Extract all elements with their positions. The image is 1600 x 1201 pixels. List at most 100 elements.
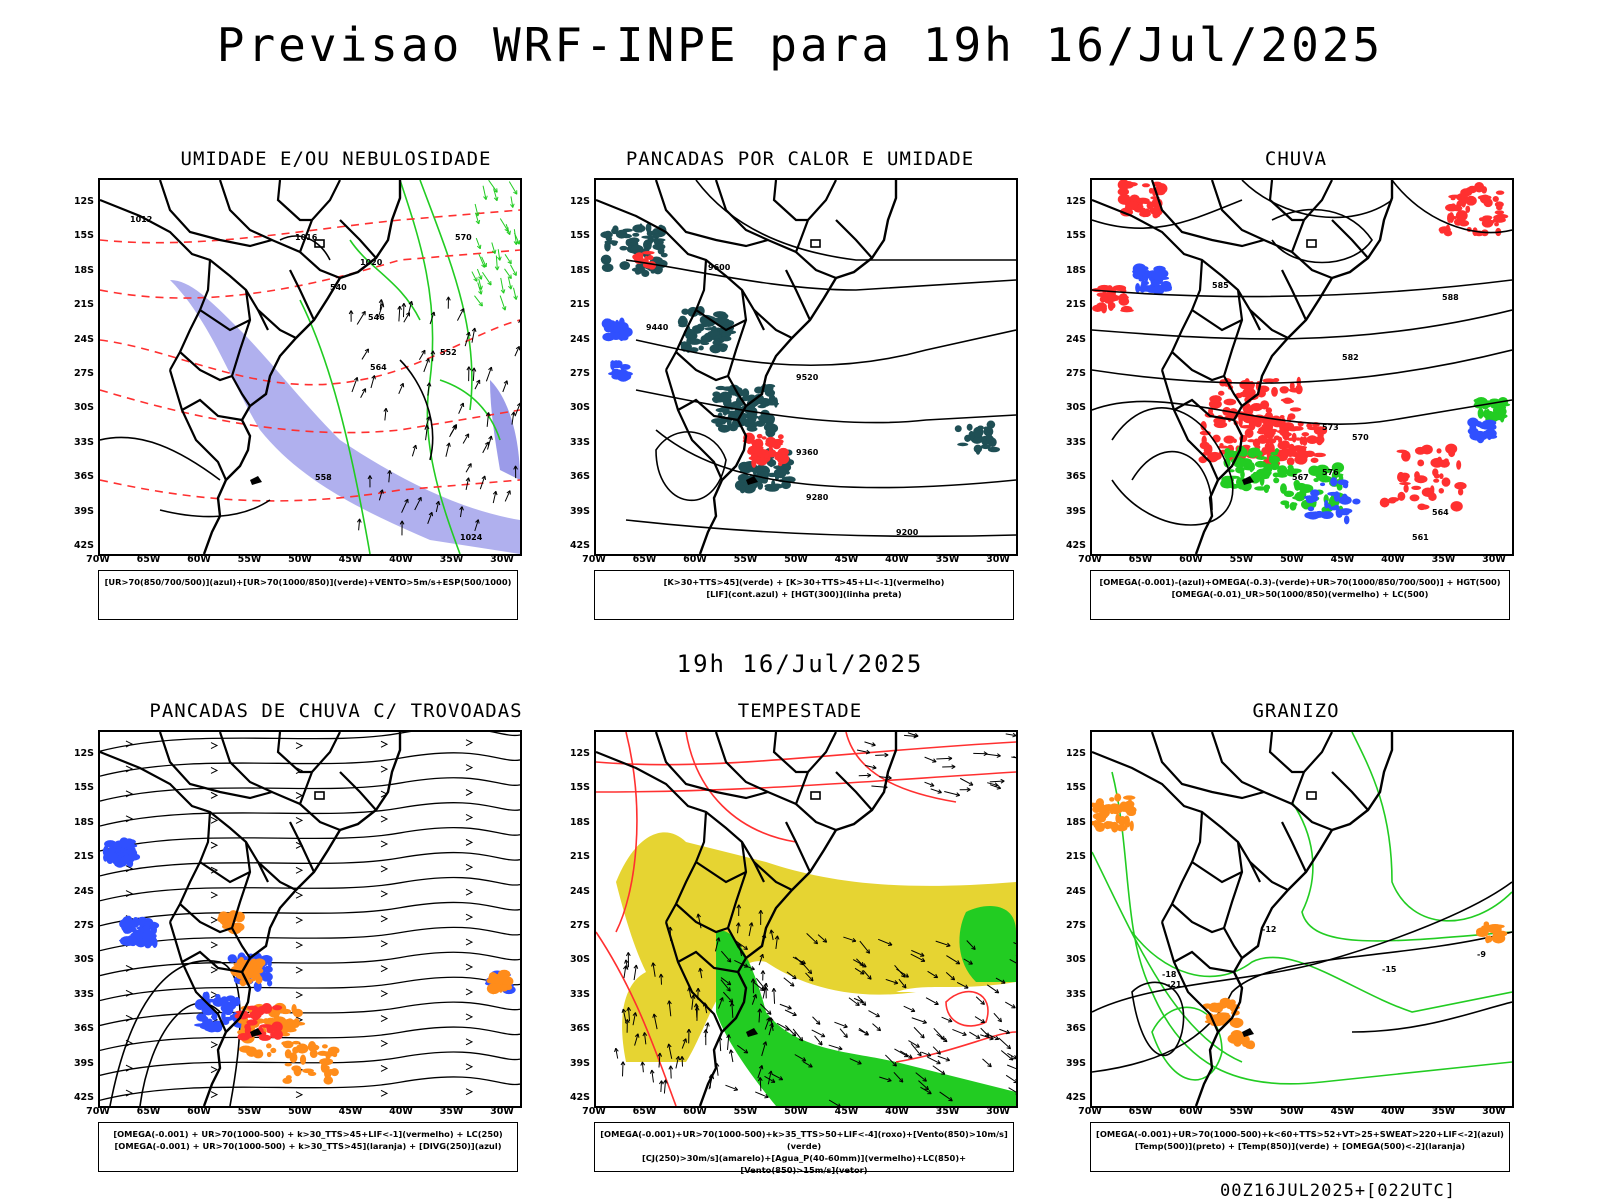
- wind-vectors: [857, 733, 1016, 797]
- contour-label: 573: [1322, 423, 1339, 432]
- longitude-label: 70W: [579, 1106, 609, 1117]
- latitude-label: 42S: [68, 1092, 94, 1103]
- longitude-label: 55W: [235, 554, 265, 565]
- latitude-label: 21S: [1060, 851, 1086, 862]
- longitude-label: 70W: [1075, 554, 1105, 565]
- latitude-label: 36S: [564, 1023, 590, 1034]
- contour-label: 9360: [796, 448, 819, 457]
- longitude-label: 65W: [1126, 554, 1156, 565]
- contour-label: 1024: [460, 533, 483, 542]
- latitude-label: 24S: [1060, 334, 1086, 345]
- contour-label: 546: [368, 313, 385, 322]
- latitude-label: 36S: [68, 1023, 94, 1034]
- contour-label: 585: [1212, 281, 1229, 290]
- latitude-label: 42S: [564, 1092, 590, 1103]
- lif-contours-blue: [602, 318, 633, 382]
- lagoon-marker: [250, 476, 262, 485]
- map-canvas: [596, 732, 1016, 1106]
- contour-label: 588: [1442, 293, 1459, 302]
- longitude-label: 50W: [1277, 1106, 1307, 1117]
- latitude-label: 39S: [564, 1058, 590, 1069]
- longitude-label: 60W: [680, 1106, 710, 1117]
- latitude-label: 15S: [1060, 230, 1086, 241]
- latitude-label: 33S: [564, 989, 590, 1000]
- longitude-label: 45W: [832, 1106, 862, 1117]
- longitude-label: 65W: [630, 554, 660, 565]
- contour-label: 552: [440, 348, 457, 357]
- latitude-label: 15S: [564, 782, 590, 793]
- latitude-label: 36S: [68, 471, 94, 482]
- latitude-label: 18S: [68, 265, 94, 276]
- legend-line: [Temp(500)](preto) + [Temp(850)](verde) …: [1091, 1140, 1509, 1152]
- lagoon-marker: [1242, 1028, 1254, 1037]
- contour-label: 570: [455, 233, 472, 242]
- longitude-label: 60W: [1176, 1106, 1206, 1117]
- panel-title: TEMPESTADE: [560, 700, 1040, 722]
- longitude-label: 35W: [1429, 554, 1459, 565]
- longitude-label: 70W: [83, 554, 113, 565]
- latitude-label: 27S: [564, 920, 590, 931]
- federal-district-marker: [811, 792, 820, 799]
- longitude-label: 55W: [731, 1106, 761, 1117]
- contour-label: 9520: [796, 373, 819, 382]
- latitude-label: 15S: [68, 230, 94, 241]
- longitude-label: 70W: [1075, 1106, 1105, 1117]
- longitude-label: 50W: [781, 1106, 811, 1117]
- latitude-label: 27S: [1060, 920, 1086, 931]
- contour-label: -15: [1382, 965, 1397, 974]
- latitude-label: 18S: [68, 817, 94, 828]
- panel-legend: [OMEGA(-0.001)+UR>70(1000-500)+k<60+TTS>…: [1090, 1122, 1510, 1172]
- longitude-label: 65W: [1126, 1106, 1156, 1117]
- latitude-label: 24S: [564, 334, 590, 345]
- panel-title: CHUVA: [1056, 148, 1536, 170]
- latitude-label: 24S: [68, 334, 94, 345]
- longitude-label: 65W: [134, 554, 164, 565]
- longitude-label: 50W: [285, 554, 315, 565]
- longitude-label: 40W: [386, 1106, 416, 1117]
- latitude-label: 21S: [68, 299, 94, 310]
- longitude-label: 60W: [184, 554, 214, 565]
- main-title: Previsao WRF-INPE para 19h 16/Jul/2025: [0, 18, 1600, 72]
- panel-title: PANCADAS DE CHUVA C/ TROVOADAS: [96, 700, 576, 722]
- contour-label: 9440: [646, 323, 669, 332]
- longitude-label: 30W: [1479, 1106, 1509, 1117]
- longitude-label: 60W: [680, 554, 710, 565]
- longitude-label: 30W: [983, 1106, 1013, 1117]
- federal-district-marker: [1307, 240, 1316, 247]
- latitude-label: 27S: [564, 368, 590, 379]
- latitude-label: 15S: [68, 782, 94, 793]
- latitude-label: 12S: [564, 748, 590, 759]
- contour-label: -21: [1167, 980, 1182, 989]
- latitude-label: 24S: [68, 886, 94, 897]
- latitude-label: 42S: [68, 540, 94, 551]
- latitude-label: 36S: [1060, 471, 1086, 482]
- latitude-label: 33S: [1060, 437, 1086, 448]
- contour-label: -9: [1477, 950, 1486, 959]
- latitude-label: 33S: [564, 437, 590, 448]
- longitude-label: 55W: [731, 554, 761, 565]
- longitude-label: 40W: [1378, 554, 1408, 565]
- legend-line: [LIF](cont.azul) + [HGT(300)](linha pret…: [595, 588, 1013, 600]
- latitude-label: 18S: [564, 265, 590, 276]
- panel-title: UMIDADE E/OU NEBULOSIDADE: [96, 148, 576, 170]
- latitude-label: 21S: [564, 851, 590, 862]
- longitude-label: 40W: [386, 554, 416, 565]
- longitude-label: 30W: [1479, 554, 1509, 565]
- latitude-label: 39S: [68, 506, 94, 517]
- latitude-label: 42S: [564, 540, 590, 551]
- latitude-label: 36S: [564, 471, 590, 482]
- temp850-green: [1092, 732, 1512, 1084]
- federal-district-marker: [811, 240, 820, 247]
- coastline: [700, 180, 896, 554]
- contour-label: -12: [1262, 925, 1276, 934]
- latitude-label: 39S: [564, 506, 590, 517]
- latitude-label: 30S: [1060, 402, 1086, 413]
- longitude-label: 30W: [487, 1106, 517, 1117]
- contour-label: 561: [1412, 533, 1429, 542]
- longitude-label: 60W: [184, 1106, 214, 1117]
- map-borders: [1092, 732, 1368, 1032]
- latitude-label: 33S: [68, 989, 94, 1000]
- longitude-label: 70W: [83, 1106, 113, 1117]
